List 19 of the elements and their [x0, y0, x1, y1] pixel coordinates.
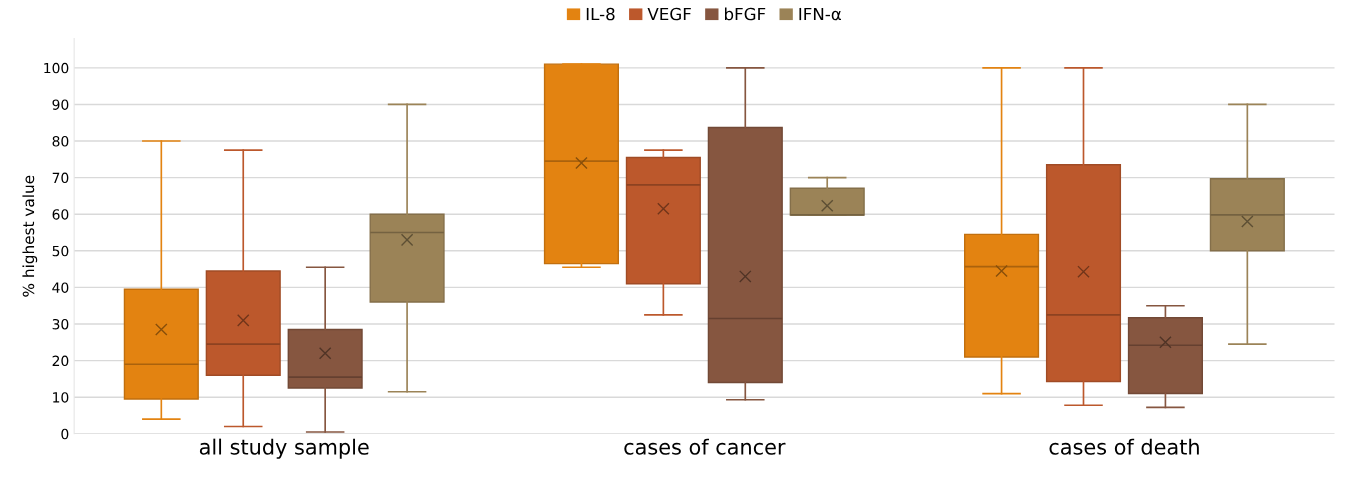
y-tick-label: 60 [52, 209, 69, 220]
y-tick-label: 30 [52, 318, 69, 330]
y-tick-label: 40 [52, 282, 69, 293]
y-tick-label: 70 [52, 172, 69, 184]
x-tick-label: all study sample [199, 438, 369, 459]
x-tick-label: cases of cancer [624, 438, 786, 455]
y-tick-label: 90 [52, 99, 69, 110]
y-tick-label: 10 [53, 392, 69, 403]
y-axis-title: % highest value [22, 175, 38, 297]
legend-label: VEGF [647, 7, 691, 21]
legend-label: bFGF [725, 7, 766, 21]
x-tick-label: cases of death [1049, 438, 1199, 455]
y-tick-label: 0 [61, 428, 69, 440]
legend-label: IFN-α [799, 7, 841, 21]
legend-label: IL-8 [586, 7, 615, 21]
y-tick-label: 20 [52, 355, 69, 367]
y-tick-label: 50 [52, 245, 69, 257]
y-tick-label: 100 [44, 62, 69, 74]
y-tick-label: 80 [52, 136, 69, 147]
